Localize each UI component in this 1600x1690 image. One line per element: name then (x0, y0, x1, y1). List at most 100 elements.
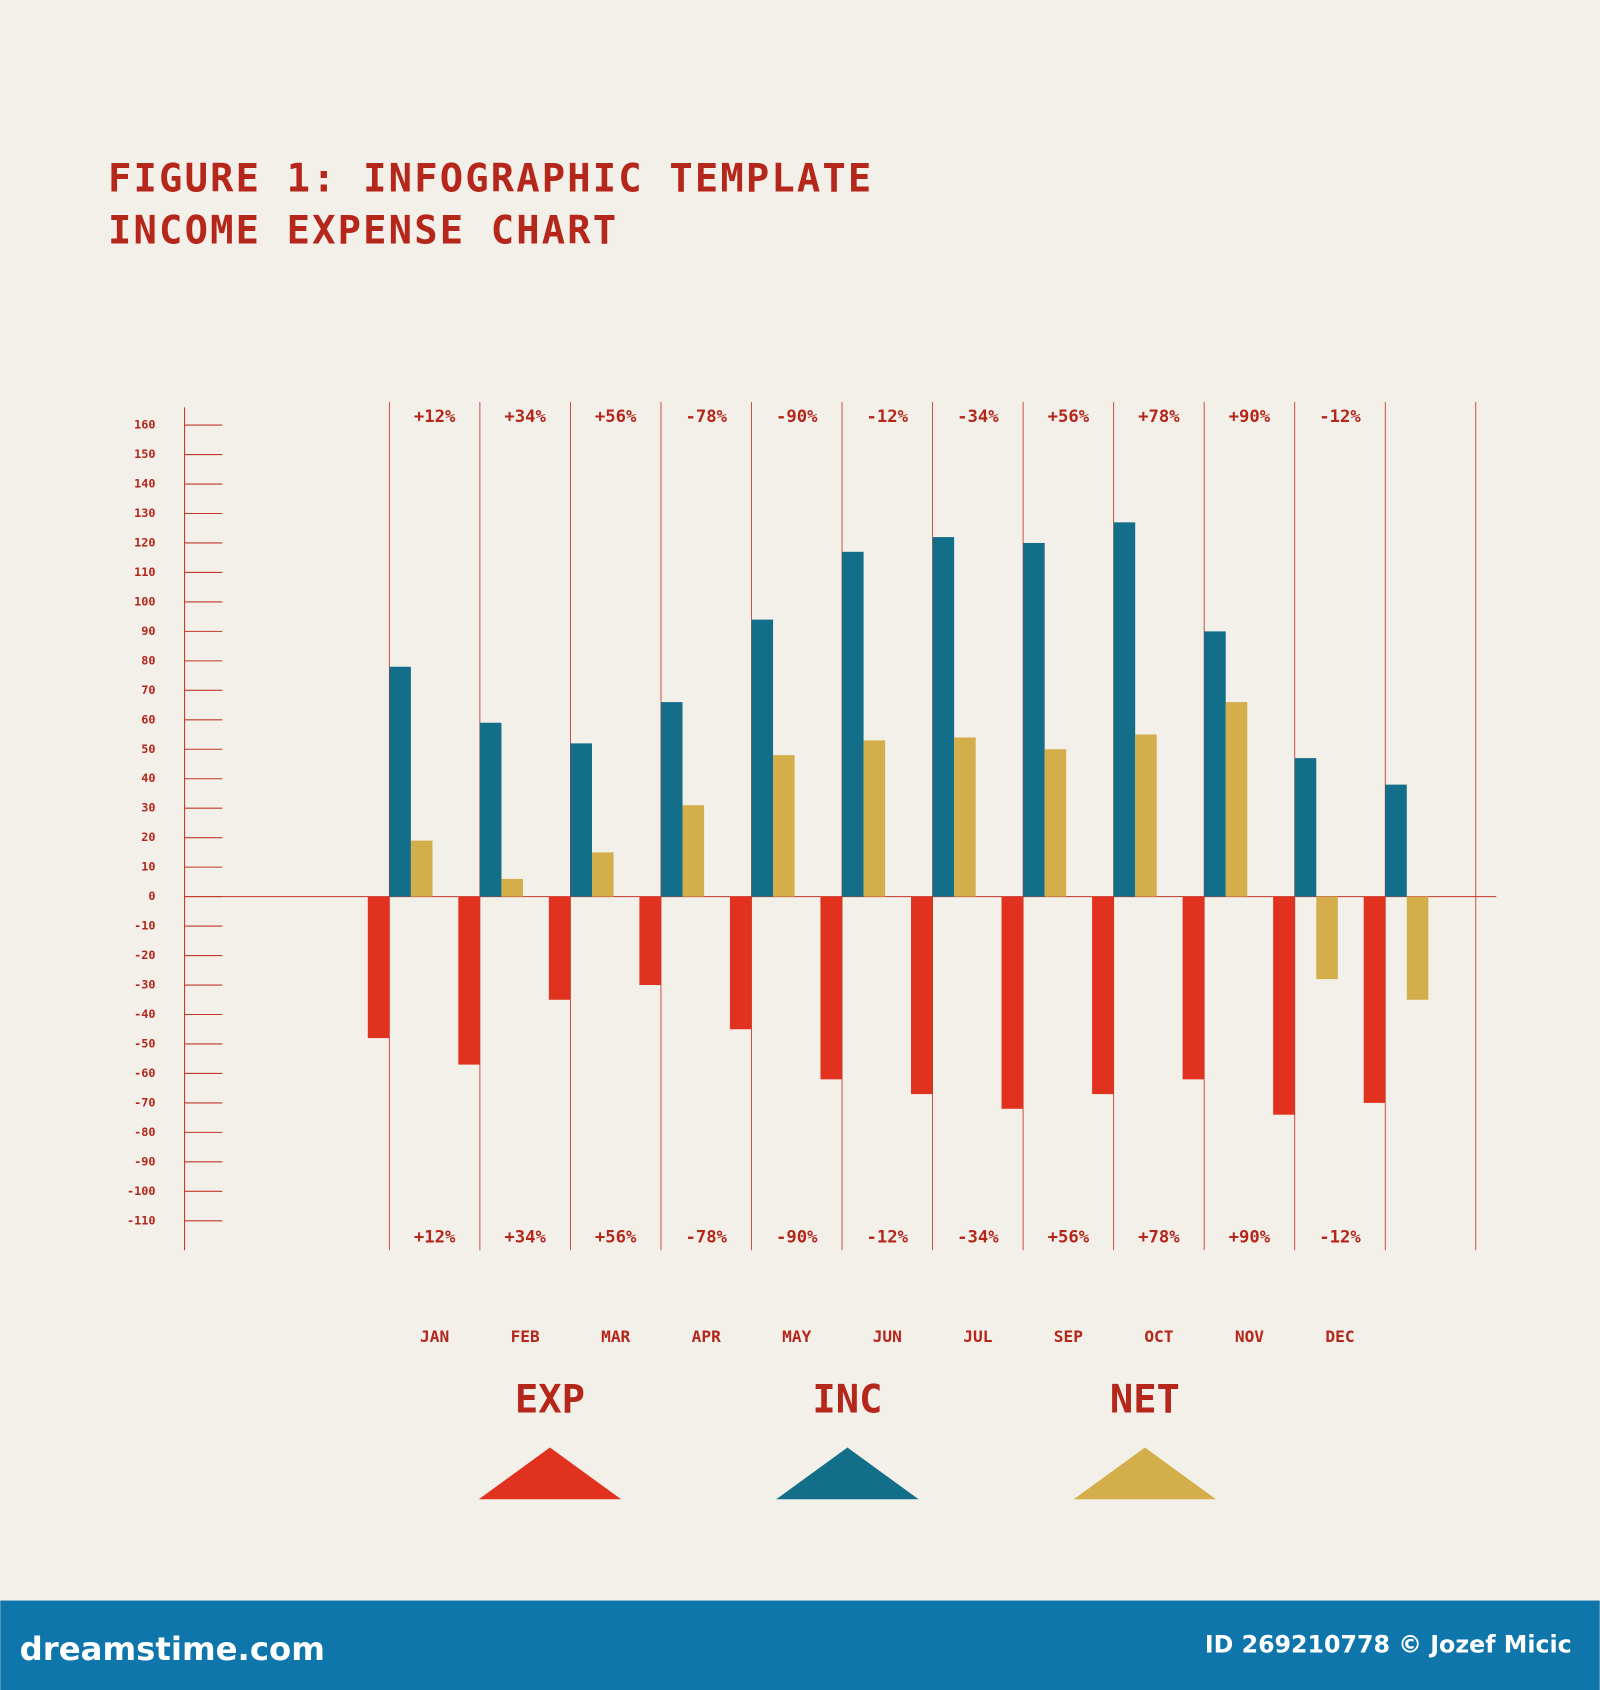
y-tick-label: 0 (148, 889, 155, 903)
y-tick-label: 90 (141, 624, 155, 638)
bottom-label: -78% (685, 1227, 727, 1247)
y-tick-label: -20 (134, 948, 155, 962)
y-tick-label: -40 (134, 1007, 155, 1021)
footer-credit: ID 269210778 © Jozef Micic (1205, 1630, 1572, 1658)
bar (773, 755, 795, 897)
top-label: +90% (1229, 407, 1271, 427)
bottom-label: -12% (867, 1227, 909, 1247)
bar (932, 537, 955, 897)
bar (479, 722, 502, 897)
bar (570, 743, 592, 897)
y-tick-label: -50 (134, 1036, 155, 1050)
bottom-label: -34% (957, 1227, 999, 1247)
bar (1273, 896, 1295, 1115)
bottom-label: +90% (1229, 1227, 1271, 1247)
legend-swatch (1073, 1447, 1217, 1500)
bar (729, 896, 752, 1030)
bar (682, 805, 705, 897)
bar (1092, 896, 1114, 1095)
bottom-label: +12% (414, 1227, 456, 1247)
bar (548, 896, 571, 1000)
top-label: +34% (504, 407, 546, 427)
y-tick-label: 120 (134, 535, 155, 549)
y-tick-label: -10 (134, 919, 155, 933)
y-tick-label: 150 (134, 447, 155, 461)
x-tick-label: APR (692, 1327, 721, 1346)
top-label: -12% (1319, 407, 1361, 427)
top-label: +78% (1138, 407, 1180, 427)
x-tick-label: DEC (1325, 1327, 1354, 1346)
footer-bar (0, 1600, 1600, 1690)
y-tick-label: 10 (141, 860, 155, 874)
bar (1023, 542, 1045, 897)
bar (1044, 749, 1067, 897)
y-tick-label: 80 (141, 653, 155, 667)
x-tick-label: JAN (420, 1327, 449, 1346)
y-tick-label: 70 (141, 683, 155, 697)
bar (842, 551, 864, 897)
y-tick-label: 130 (134, 506, 155, 520)
bar (389, 666, 411, 897)
legend-label: EXP (515, 1378, 585, 1423)
bottom-label: +56% (595, 1227, 637, 1247)
bar (1182, 896, 1205, 1080)
bar (1204, 631, 1226, 897)
bar (639, 896, 661, 986)
bar (1113, 522, 1136, 897)
bar (1001, 896, 1024, 1109)
y-tick-label: -110 (127, 1213, 156, 1227)
bottom-label: +34% (504, 1227, 546, 1247)
y-tick-label: 60 (141, 712, 155, 726)
bar (1406, 896, 1429, 1000)
x-tick-label: MAR (601, 1327, 630, 1346)
x-tick-label: JUL (963, 1327, 992, 1346)
y-tick-label: 40 (141, 771, 155, 785)
top-label: -12% (867, 407, 909, 427)
bar (1316, 896, 1338, 980)
bar (591, 852, 614, 897)
bottom-label: -12% (1319, 1227, 1361, 1247)
bar (751, 619, 774, 897)
bottom-label: +78% (1138, 1227, 1180, 1247)
footer-site: dreamstime.com (20, 1630, 325, 1668)
bottom-label: -90% (776, 1227, 818, 1247)
bar (410, 840, 433, 897)
y-tick-label: 140 (134, 477, 155, 491)
y-tick-label: -60 (134, 1066, 155, 1080)
bar (367, 896, 390, 1039)
y-tick-label: -70 (134, 1095, 155, 1109)
y-tick-label: 50 (141, 742, 155, 756)
y-tick-label: 100 (134, 594, 155, 608)
bar (1225, 702, 1248, 897)
bar (820, 896, 843, 1080)
top-label: -34% (957, 407, 999, 427)
bar (458, 896, 480, 1065)
chart-title: FIGURE 1: INFOGRAPHIC TEMPLATE (108, 157, 873, 202)
legend-swatch (478, 1447, 622, 1500)
bar (954, 737, 976, 897)
x-tick-label: NOV (1235, 1327, 1264, 1346)
y-tick-label: -100 (127, 1184, 156, 1198)
y-tick-label: 160 (134, 418, 155, 432)
legend-swatch (776, 1447, 919, 1500)
legend-label: NET (1110, 1378, 1180, 1423)
bar (1363, 896, 1386, 1103)
y-tick-label: -30 (134, 978, 155, 992)
top-label: -90% (776, 407, 818, 427)
bar (1385, 784, 1407, 897)
top-label: +56% (1048, 407, 1090, 427)
top-label: +12% (414, 407, 456, 427)
x-tick-label: MAY (782, 1327, 811, 1346)
y-tick-label: 110 (134, 565, 155, 579)
y-tick-label: 30 (141, 801, 155, 815)
y-tick-label: -90 (134, 1154, 155, 1168)
x-tick-label: SEP (1054, 1327, 1083, 1346)
x-tick-label: OCT (1144, 1327, 1173, 1346)
bottom-label: +56% (1048, 1227, 1090, 1247)
top-label: -78% (685, 407, 727, 427)
x-tick-label: FEB (511, 1327, 540, 1346)
bar (1294, 758, 1317, 897)
y-tick-label: -80 (134, 1125, 155, 1139)
